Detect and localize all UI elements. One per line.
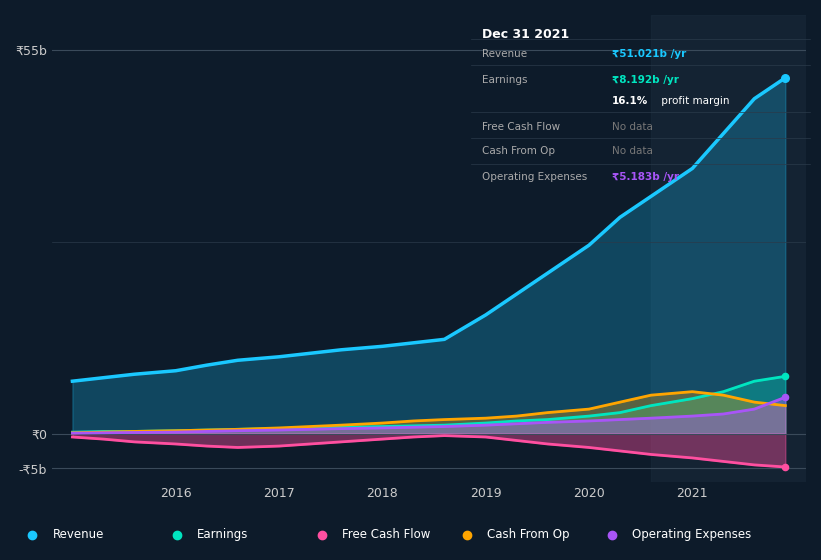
Text: ₹51.021b /yr: ₹51.021b /yr — [612, 49, 686, 59]
Text: Operating Expenses: Operating Expenses — [632, 528, 751, 542]
Point — [779, 393, 792, 402]
Text: Operating Expenses: Operating Expenses — [481, 172, 587, 182]
Text: Earnings: Earnings — [197, 528, 249, 542]
Text: Cash From Op: Cash From Op — [487, 528, 570, 542]
Text: 16.1%: 16.1% — [612, 96, 649, 106]
Text: No data: No data — [612, 146, 653, 156]
Point — [779, 73, 792, 82]
Text: Revenue: Revenue — [481, 49, 526, 59]
Text: profit margin: profit margin — [658, 96, 730, 106]
Bar — [651, 15, 816, 482]
Text: ₹5.183b /yr: ₹5.183b /yr — [612, 172, 679, 182]
Point — [779, 372, 792, 381]
Text: Earnings: Earnings — [481, 74, 527, 85]
Text: Free Cash Flow: Free Cash Flow — [342, 528, 430, 542]
Text: Revenue: Revenue — [53, 528, 103, 542]
Text: Dec 31 2021: Dec 31 2021 — [481, 28, 569, 41]
Text: ₹8.192b /yr: ₹8.192b /yr — [612, 74, 679, 85]
Text: No data: No data — [612, 122, 653, 132]
Text: Free Cash Flow: Free Cash Flow — [481, 122, 560, 132]
Point — [779, 463, 792, 472]
Text: Cash From Op: Cash From Op — [481, 146, 554, 156]
